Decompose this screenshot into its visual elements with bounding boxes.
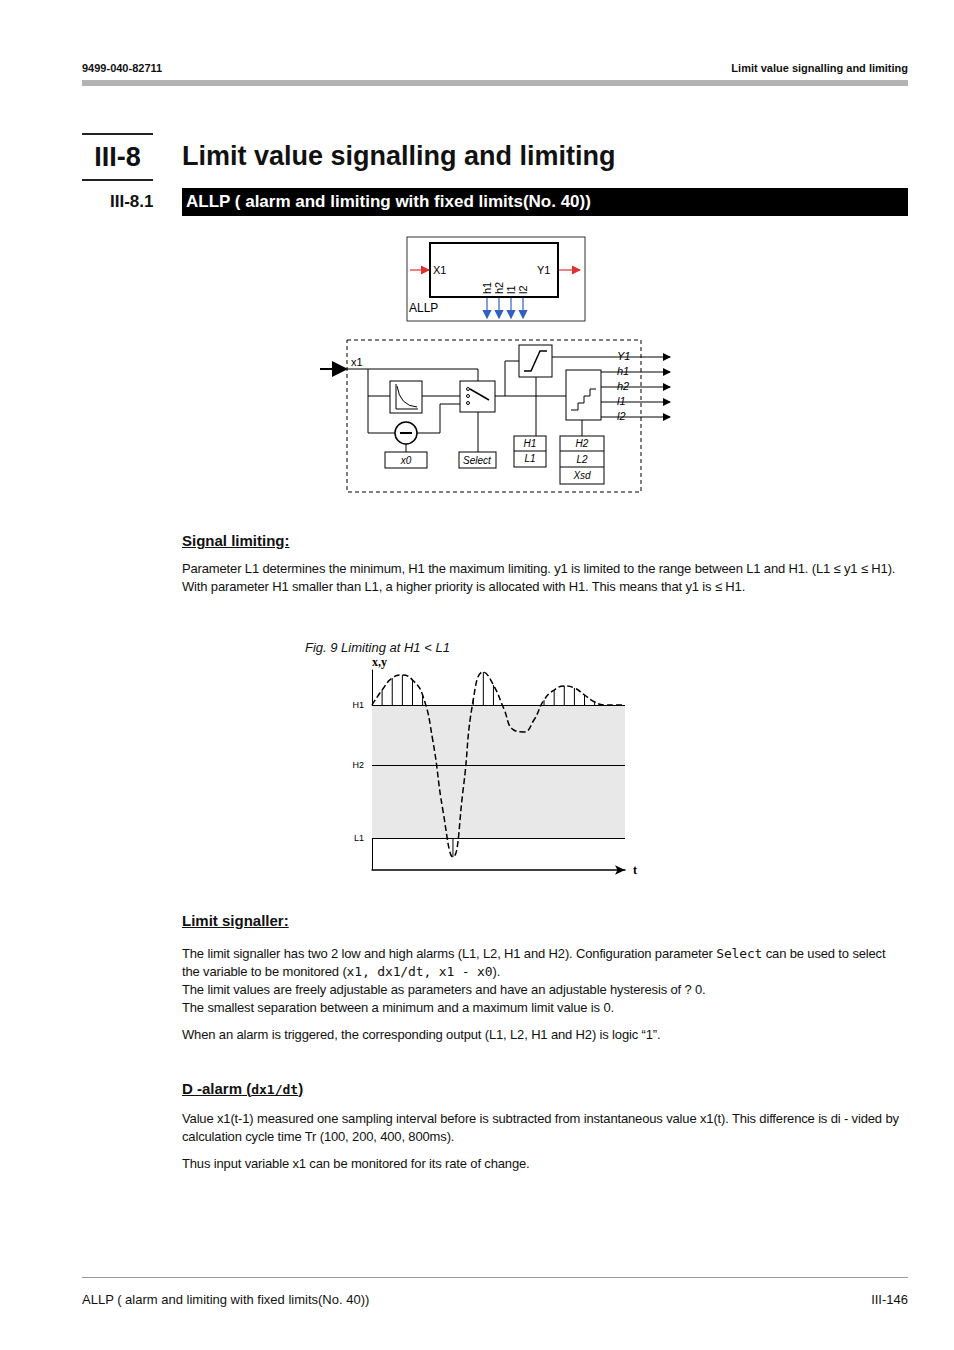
svg-text:h1: h1	[617, 365, 629, 377]
html-text:Thus input variable x1 can be: Thus input variable x1 can be monitored …	[182, 1156, 530, 1171]
html-text:ALLP ( alarm and limiting with: ALLP ( alarm and limiting with fixed lim…	[82, 1292, 370, 1307]
svg-text:Select: Select	[463, 455, 492, 466]
html-text:The limit signaller has two 2: The limit signaller has two 2 low and hi…	[182, 946, 886, 979]
html-text:The limit values are freely ad: The limit values are freely adjustable a…	[182, 982, 706, 997]
svg-text:Xsd: Xsd	[572, 470, 591, 481]
html-text:Fig. 9 Limiting at H1 < L1: Fig. 9 Limiting at H1 < L1	[305, 640, 450, 655]
svg-text:H1: H1	[352, 700, 364, 710]
svg-text:X1: X1	[433, 264, 446, 276]
svg-text:H1: H1	[524, 438, 537, 449]
html-text:9499-040-82711: 9499-040-82711	[82, 62, 163, 74]
html-text:Parameter L1 determines the mi: Parameter L1 determines the minimum, H1 …	[182, 561, 896, 594]
html-text:ALLP ( alarm and limiting with: ALLP ( alarm and limiting with fixed lim…	[186, 192, 591, 211]
html-text:III-146: III-146	[871, 1292, 908, 1307]
svg-text:l2: l2	[617, 410, 626, 422]
svg-text:x1: x1	[351, 356, 363, 368]
svg-text:x0: x0	[400, 455, 412, 466]
svg-text:L1: L1	[354, 833, 364, 843]
svg-text:l2: l2	[517, 285, 529, 294]
html-text:III-8.1: III-8.1	[110, 192, 154, 211]
svg-text:H2: H2	[576, 438, 589, 449]
svg-text:t: t	[633, 863, 637, 877]
html-text:When an alarm is triggered, th: When an alarm is triggered, the correspo…	[182, 1027, 661, 1042]
svg-text:Y1: Y1	[537, 264, 550, 276]
svg-text:H2: H2	[352, 760, 364, 770]
svg-text:l1: l1	[505, 285, 517, 294]
html-text:The smallest separation betwee: The smallest separation between a minimu…	[182, 1000, 614, 1015]
html-text:Limit value signalling and lim: Limit value signalling and limiting	[182, 141, 616, 171]
svg-text:h2: h2	[617, 380, 629, 392]
html-text:D -alarm (dx1/dt): D -alarm (dx1/dt)	[182, 1080, 304, 1097]
svg-text:ALLP: ALLP	[409, 301, 438, 315]
svg-text:L2: L2	[576, 454, 588, 465]
svg-text:h1: h1	[481, 282, 493, 294]
svg-text:Y1: Y1	[617, 350, 630, 362]
html-text:III-8: III-8	[94, 142, 141, 172]
svg-text:x,y: x,y	[372, 655, 387, 669]
html-text:Limit signaller:: Limit signaller:	[182, 912, 289, 929]
svg-text:L1: L1	[524, 453, 535, 464]
svg-text:l1: l1	[617, 395, 626, 407]
html-text:Signal limiting:: Signal limiting:	[182, 532, 290, 549]
html-text:Value x1(t-1) measured one sam: Value x1(t-1) measured one sampling inte…	[182, 1111, 899, 1144]
svg-text:h2: h2	[493, 282, 505, 294]
html-text:Limit value signalling and lim: Limit value signalling and limiting	[731, 62, 908, 74]
